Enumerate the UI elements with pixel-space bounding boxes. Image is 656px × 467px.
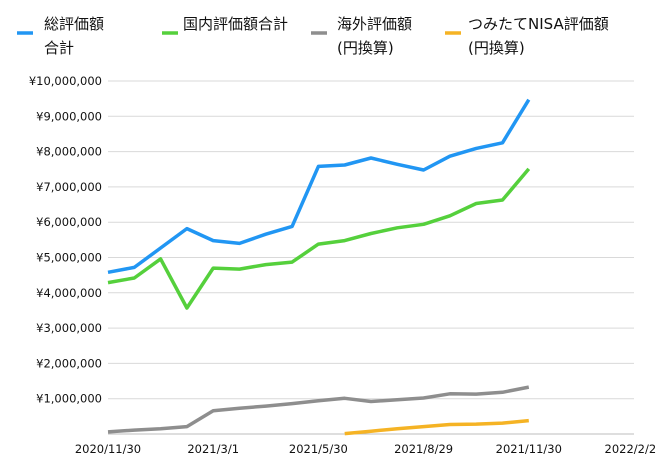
legend-label: つみたてNISA評価額: [468, 15, 609, 33]
legend-label: 総評価額: [44, 15, 104, 33]
y-tick-label: ¥7,000,000: [36, 180, 102, 194]
x-tick-label: 2021/3/1: [187, 442, 239, 456]
series-line-2: [107, 167, 531, 310]
x-tick-label: 2021/5/30: [289, 442, 348, 456]
y-tick-label: ¥8,000,000: [36, 145, 102, 159]
y-tick-label: ¥5,000,000: [36, 251, 102, 265]
y-axis-tick-labels: ¥1,000,000 ¥2,000,000 ¥3,000,000 ¥4,000,000…: [29, 74, 102, 406]
legend-label: (円換算): [337, 39, 394, 57]
y-tick-label: ¥1,000,000: [36, 392, 102, 406]
x-tick-label: 2021/11/30: [496, 442, 562, 456]
series-line-1: [107, 98, 531, 275]
x-axis-tick-labels: 2020/11/30 2021/3/1 2021/5/30 2021/8/29 2021…: [75, 442, 656, 456]
y-tick-label: ¥4,000,000: [36, 286, 102, 300]
y-tick-label: ¥10,000,000: [29, 74, 102, 88]
y-tick-label: ¥9,000,000: [36, 109, 102, 123]
x-tick-label: 2022/2/28: [605, 442, 656, 456]
x-tick-label: 2021/8/29: [394, 442, 453, 456]
legend-label: 合計: [44, 39, 74, 57]
series-line-3: [107, 385, 530, 434]
series-line-4: [344, 418, 529, 436]
gridlines: [108, 80, 634, 435]
y-tick-label: ¥3,000,000: [36, 321, 102, 335]
y-tick-label: ¥2,000,000: [36, 356, 102, 370]
legend-label: 海外評価額: [337, 15, 412, 33]
legend-label: (円換算): [468, 39, 525, 57]
y-tick-label: ¥6,000,000: [36, 215, 102, 229]
legend-label: 国内評価額合計: [183, 15, 288, 33]
x-tick-label: 2020/11/30: [75, 442, 141, 456]
series-lines: [107, 98, 531, 436]
